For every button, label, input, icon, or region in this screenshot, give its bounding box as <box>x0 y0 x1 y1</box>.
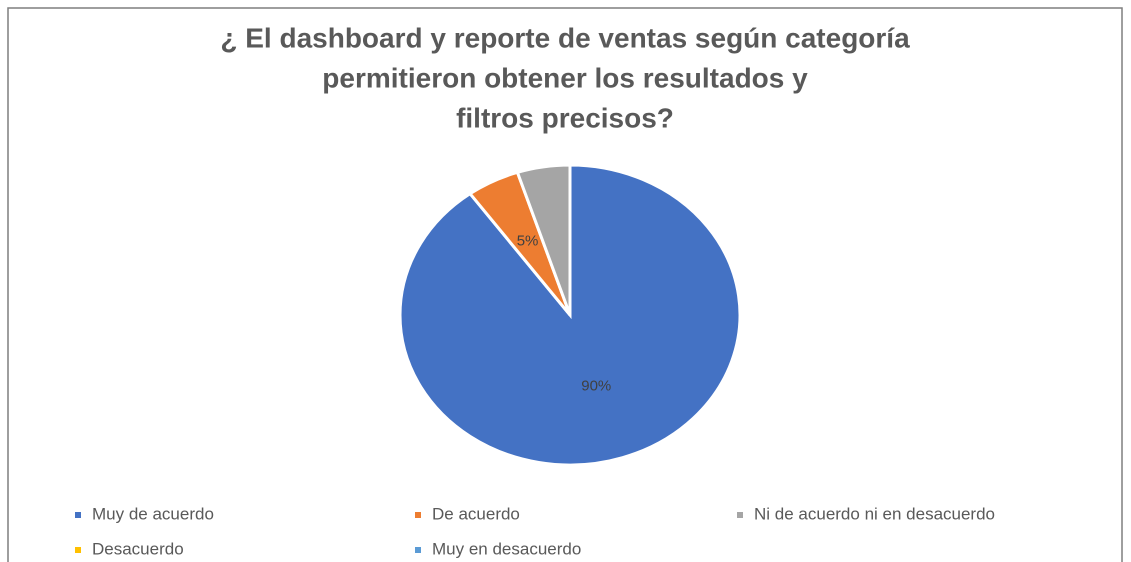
data-label: 90% <box>581 377 611 394</box>
chart-title: filtros precisos? <box>456 102 674 133</box>
legend-marker <box>415 512 421 518</box>
chart-title: ¿ El dashboard y reporte de ventas según… <box>220 22 910 53</box>
legend-marker <box>415 547 421 553</box>
legend-label: De acuerdo <box>432 504 520 523</box>
data-label: 5% <box>517 232 539 249</box>
legend-label: Muy de acuerdo <box>92 504 214 523</box>
pie-slice <box>398 163 742 467</box>
legend-marker <box>75 547 81 553</box>
legend-marker <box>737 512 743 518</box>
legend-marker <box>75 512 81 518</box>
legend-label: Desacuerdo <box>92 539 184 558</box>
legend-label: Muy en desacuerdo <box>432 539 581 558</box>
pie-slice <box>515 163 572 316</box>
legend-label: Ni de acuerdo ni en desacuerdo <box>754 504 995 523</box>
chart-title: permitieron obtener los resultados y <box>322 62 808 93</box>
